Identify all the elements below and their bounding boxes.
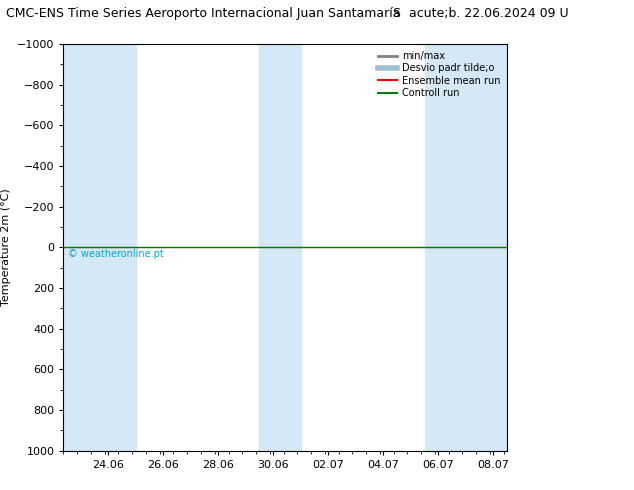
Bar (63, 44, 136, 451)
Text: © weatheronline.pt: © weatheronline.pt (68, 249, 164, 260)
Text: CMC-ENS Time Series Aeroporto Internacional Juan Santamaría: CMC-ENS Time Series Aeroporto Internacio… (6, 7, 401, 21)
Bar (259, 44, 301, 451)
Y-axis label: Temperature 2m (°C): Temperature 2m (°C) (1, 189, 11, 306)
Text: S  acute;b. 22.06.2024 09 U: S acute;b. 22.06.2024 09 U (393, 7, 569, 21)
Legend: min/max, Desvio padr tilde;o, Ensemble mean run, Controll run: min/max, Desvio padr tilde;o, Ensemble m… (375, 49, 502, 100)
Bar (425, 44, 507, 451)
